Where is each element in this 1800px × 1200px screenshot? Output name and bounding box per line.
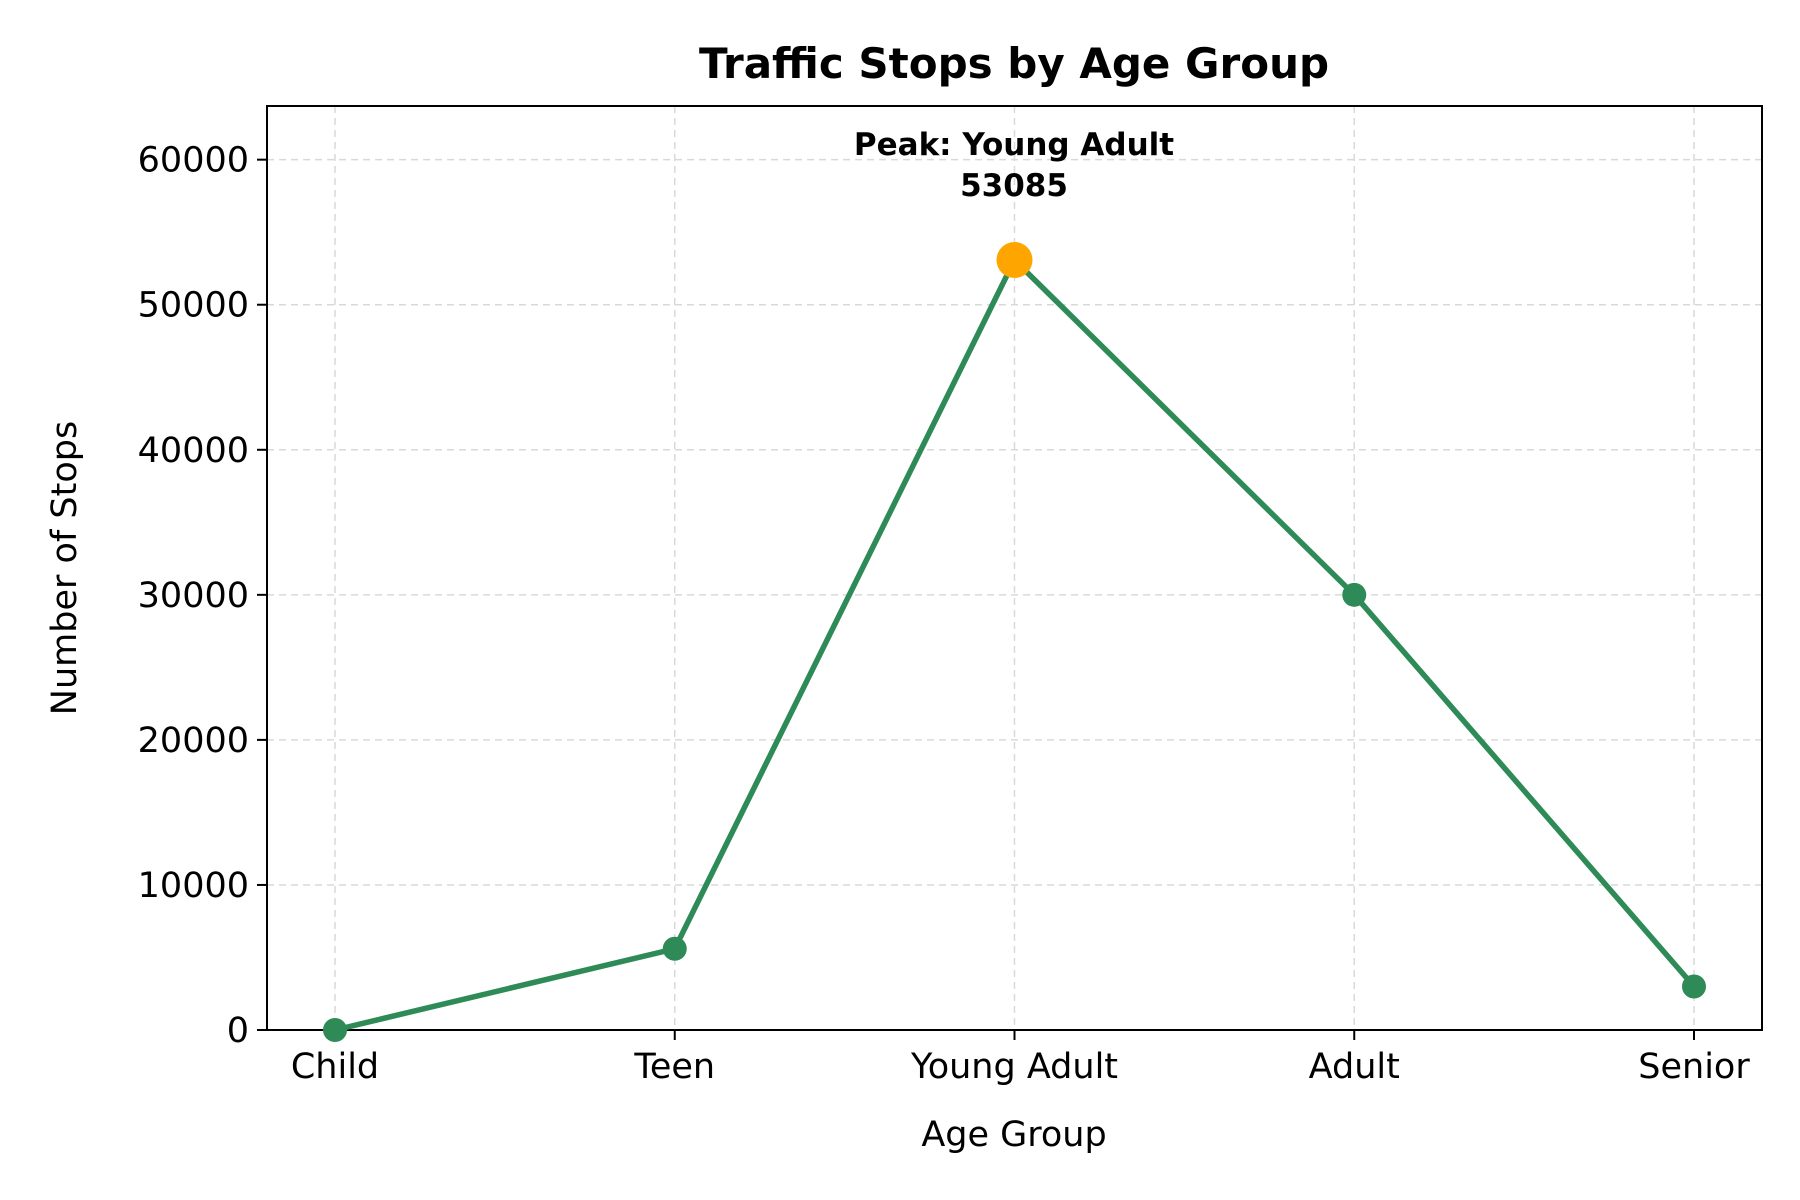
x-tick-label: Child: [291, 1047, 379, 1087]
y-tick-label: 20000: [138, 721, 249, 761]
x-tick-label: Young Adult: [910, 1047, 1118, 1087]
y-tick-label: 10000: [138, 866, 249, 906]
peak-marker: [996, 241, 1033, 278]
y-axis-label: Number of Stops: [45, 421, 85, 715]
data-point: [1342, 582, 1367, 607]
y-tick-label: 0: [227, 1011, 249, 1051]
axis-ticks: Child Teen Young Adult Adult Senior 0 10000 200…: [138, 141, 1751, 1087]
x-tick-label: Adult: [1309, 1047, 1400, 1087]
x-tick-label: Senior: [1638, 1047, 1750, 1087]
peak-annotation-value: 53085: [960, 168, 1068, 204]
data-point: [323, 1018, 347, 1042]
y-tick-label: 60000: [138, 141, 249, 181]
y-tick-label: 40000: [138, 431, 249, 471]
chart-title: Traffic Stops by Age Group: [699, 39, 1329, 88]
x-axis-label: Age Group: [921, 1115, 1106, 1155]
y-tick-label: 50000: [138, 286, 249, 326]
data-point: [1682, 974, 1706, 999]
y-tick-label: 30000: [138, 576, 249, 616]
peak-annotation-title: Peak: Young Adult: [854, 127, 1174, 163]
series: [323, 241, 1706, 1042]
x-tick-label: Teen: [633, 1047, 715, 1087]
data-point: [662, 936, 687, 961]
